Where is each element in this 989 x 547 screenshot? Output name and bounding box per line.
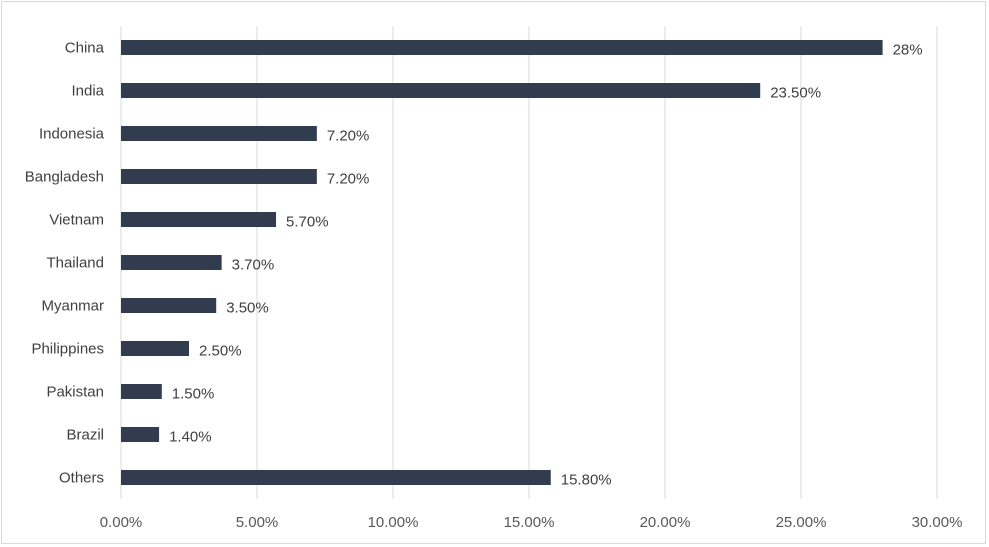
data-label: 3.70% xyxy=(232,256,275,273)
bar xyxy=(121,40,883,55)
bar xyxy=(121,298,217,313)
category-label: China xyxy=(65,39,105,56)
x-tick-label: 5.00% xyxy=(236,514,279,531)
category-label: India xyxy=(71,82,104,99)
bar xyxy=(121,255,222,270)
data-label: 5.70% xyxy=(286,213,329,230)
data-label: 28% xyxy=(893,41,923,58)
x-tick-label: 30.00% xyxy=(912,514,963,531)
bar xyxy=(121,169,317,184)
bar xyxy=(121,83,761,98)
data-label: 7.20% xyxy=(327,127,370,144)
category-label: Others xyxy=(59,469,104,486)
x-tick-label: 15.00% xyxy=(504,514,555,531)
bar xyxy=(121,212,277,227)
category-label: Bangladesh xyxy=(25,168,104,185)
data-label: 2.50% xyxy=(199,342,242,359)
category-label: Thailand xyxy=(46,254,104,271)
data-label: 1.40% xyxy=(169,428,212,445)
x-tick-label: 10.00% xyxy=(368,514,419,531)
x-tick-label: 20.00% xyxy=(640,514,691,531)
bar xyxy=(121,427,160,442)
data-label: 15.80% xyxy=(561,471,612,488)
x-tick-label: 0.00% xyxy=(100,514,143,531)
category-label: Indonesia xyxy=(39,125,105,142)
category-label: Philippines xyxy=(31,340,104,357)
category-label: Vietnam xyxy=(49,211,104,228)
data-label: 7.20% xyxy=(327,170,370,187)
category-label: Brazil xyxy=(66,426,104,443)
x-tick-label: 25.00% xyxy=(776,514,827,531)
bar xyxy=(121,341,189,356)
data-label: 3.50% xyxy=(226,299,269,316)
category-label: Myanmar xyxy=(41,297,104,314)
bar xyxy=(121,126,317,141)
bar xyxy=(121,384,162,399)
category-label: Pakistan xyxy=(46,383,104,400)
bar xyxy=(121,470,551,485)
data-label: 23.50% xyxy=(770,84,821,101)
data-label: 1.50% xyxy=(172,385,215,402)
